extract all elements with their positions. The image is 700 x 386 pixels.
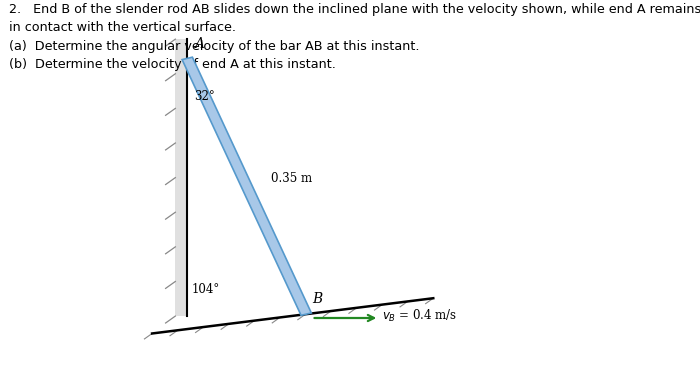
Text: 0.35 m: 0.35 m [271, 172, 312, 185]
Text: 32°: 32° [194, 90, 214, 103]
Bar [175, 39, 187, 316]
Text: $v_B$ = 0.4 m/s: $v_B$ = 0.4 m/s [382, 308, 457, 324]
Polygon shape [182, 57, 312, 315]
Text: 2.   End B of the slender rod AB slides down the inclined plane with the velocit: 2. End B of the slender rod AB slides do… [9, 3, 700, 71]
Text: A: A [194, 37, 204, 51]
Text: 104°: 104° [192, 283, 220, 296]
Text: B: B [313, 292, 323, 306]
